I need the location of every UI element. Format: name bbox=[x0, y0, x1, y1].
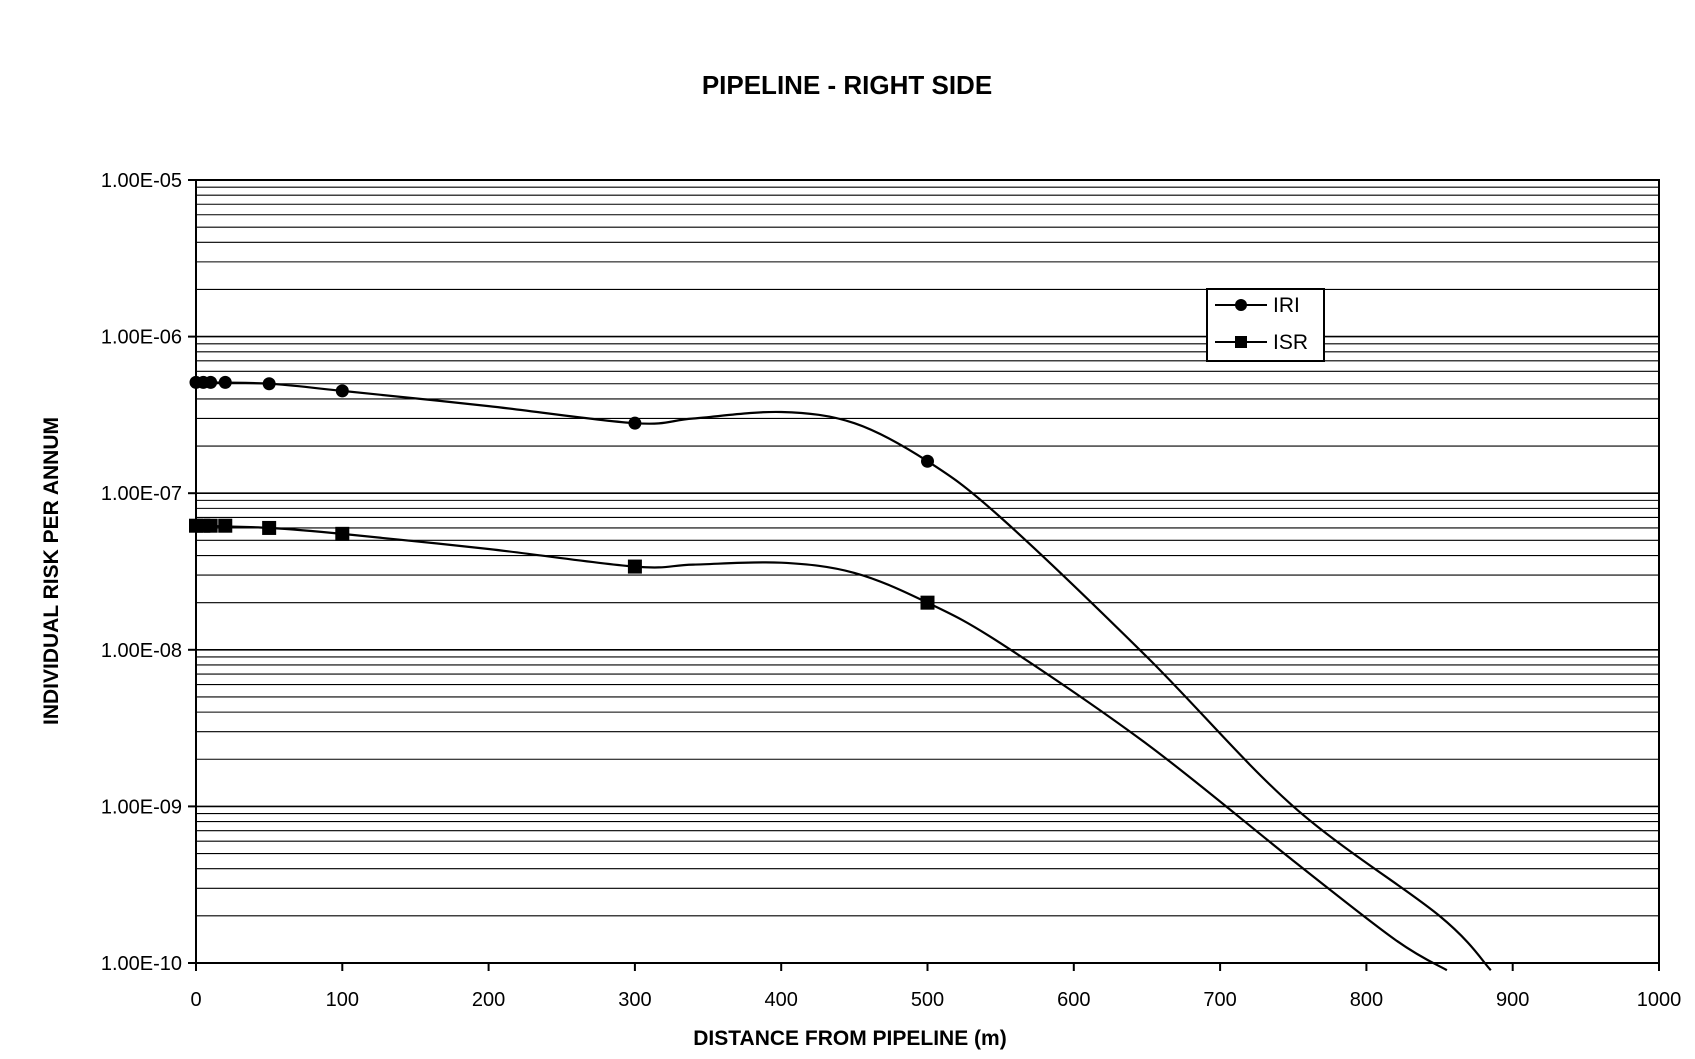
legend-iri-marker bbox=[1235, 299, 1247, 311]
y-tick-label: 1.00E-10 bbox=[101, 953, 182, 975]
x-axis-label: DISTANCE FROM PIPELINE (m) bbox=[693, 1027, 1006, 1050]
x-tick-label: 600 bbox=[1057, 989, 1090, 1011]
series-iri-point bbox=[262, 377, 276, 391]
x-tick-label: 1000 bbox=[1637, 989, 1682, 1011]
series-layer bbox=[189, 375, 1492, 972]
x-tick-label: 700 bbox=[1203, 989, 1236, 1011]
y-axis-label: INDIVIDUAL RISK PER ANNUM bbox=[40, 417, 63, 725]
y-tick-label: 1.00E-08 bbox=[101, 640, 182, 662]
series-iri-point bbox=[218, 375, 232, 389]
x-tick-label: 500 bbox=[911, 989, 944, 1011]
series-iri-point bbox=[921, 454, 934, 468]
legend-isr-marker bbox=[1235, 336, 1247, 348]
legend-box bbox=[1206, 288, 1325, 362]
series-iri-point bbox=[628, 416, 642, 430]
legend-iri-label: IRI bbox=[1273, 294, 1300, 317]
series-isr-point bbox=[203, 518, 218, 533]
gridlines bbox=[196, 179, 1659, 917]
y-tick-label: 1.00E-07 bbox=[101, 483, 182, 505]
series-isr-point bbox=[218, 518, 233, 533]
legend-isr-label: ISR bbox=[1273, 331, 1308, 354]
x-tick-label: 100 bbox=[326, 989, 359, 1011]
x-tick-label: 900 bbox=[1496, 989, 1529, 1011]
chart-title: PIPELINE - RIGHT SIDE bbox=[702, 70, 992, 100]
y-tick-label: 1.00E-05 bbox=[101, 170, 182, 192]
x-tick-label: 200 bbox=[472, 989, 505, 1011]
y-axis-ticks: 1.00E-10 1.00E-09 1.00E-08 1.00E-07 1.00E-06… bbox=[101, 170, 196, 975]
series-isr-line bbox=[195, 524, 1448, 972]
series-iri-point bbox=[204, 375, 218, 389]
series-isr-point bbox=[262, 520, 277, 535]
x-axis-ticks: 0 100 200 300 400 500 600 700 800 900 1000 bbox=[190, 963, 1681, 1011]
series-iri-line bbox=[195, 381, 1492, 971]
plot-frame bbox=[195, 179, 1660, 964]
x-tick-label: 0 bbox=[190, 989, 201, 1011]
y-tick-label: 1.00E-09 bbox=[101, 796, 182, 818]
x-tick-label: 300 bbox=[618, 989, 651, 1011]
series-isr-point bbox=[920, 595, 935, 610]
legend: IRI ISR bbox=[1206, 288, 1325, 362]
x-tick-label: 800 bbox=[1350, 989, 1383, 1011]
x-tick-label: 400 bbox=[765, 989, 798, 1011]
series-isr-point bbox=[627, 559, 642, 574]
y-tick-label: 1.00E-06 bbox=[101, 327, 182, 349]
series-isr-point bbox=[335, 526, 350, 541]
series-iri-point bbox=[335, 384, 349, 398]
